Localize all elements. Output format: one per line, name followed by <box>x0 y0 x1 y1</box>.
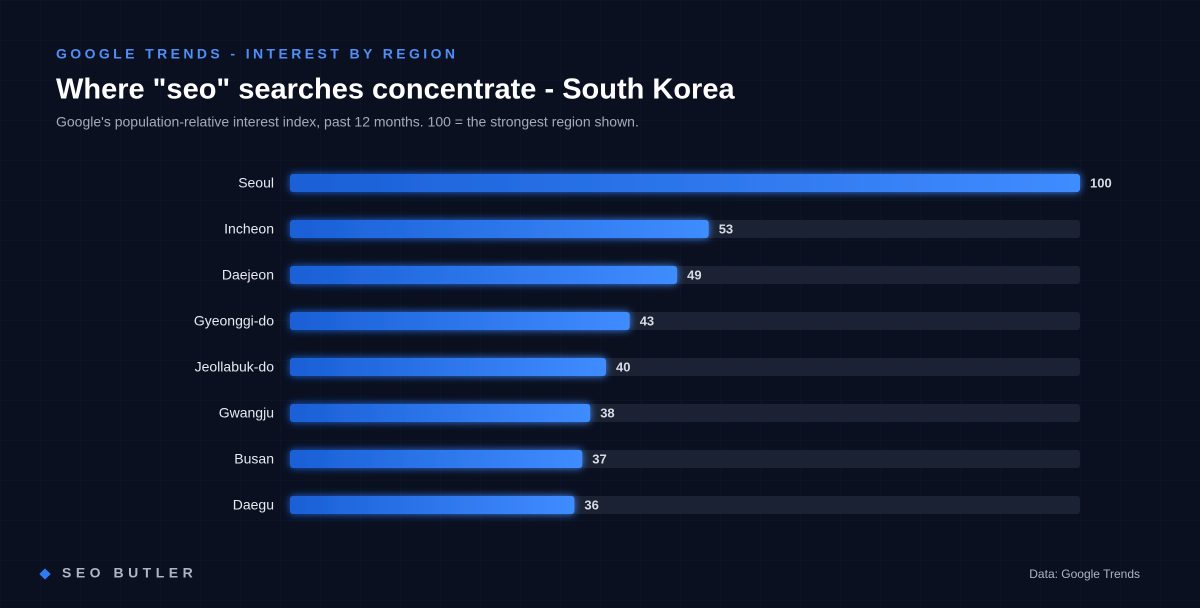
value-label: 49 <box>687 267 701 282</box>
value-label: 36 <box>584 497 598 512</box>
chart-subtitle: Google's population-relative interest in… <box>56 114 639 130</box>
source: Data: Google Trends <box>1029 567 1140 581</box>
value-label: 53 <box>719 221 733 236</box>
bar <box>290 220 709 238</box>
bar <box>290 174 1080 192</box>
kicker: GOOGLE TRENDS - INTEREST BY REGION <box>56 46 458 62</box>
value-label: 40 <box>616 359 630 374</box>
y-tick-label: Daegu <box>233 497 274 513</box>
y-tick-label: Busan <box>234 451 274 467</box>
brand: SEO BUTLER <box>62 565 197 581</box>
bar <box>290 496 575 514</box>
chart-title: Where "seo" searches concentrate - South… <box>56 74 735 106</box>
bar <box>290 266 678 284</box>
value-label: 38 <box>600 405 614 420</box>
y-tick-label: Seoul <box>238 175 274 191</box>
value-label: 43 <box>640 313 654 328</box>
plot-area: Seoul 100 Incheon 53 Daejeon 49 Gyeonggi-do 43 J… <box>194 174 1112 514</box>
brand-icon <box>39 568 51 580</box>
y-tick-label: Gwangju <box>219 405 274 421</box>
y-tick-label: Incheon <box>224 221 274 237</box>
bar <box>290 404 591 422</box>
bar <box>290 312 630 330</box>
bar <box>290 358 606 376</box>
y-tick-label: Daejeon <box>222 267 274 283</box>
value-label: 100 <box>1090 175 1112 190</box>
bar <box>290 450 583 468</box>
y-tick-label: Gyeonggi-do <box>194 313 274 329</box>
y-tick-label: Jeollabuk-do <box>195 359 275 375</box>
value-label: 37 <box>592 451 606 466</box>
